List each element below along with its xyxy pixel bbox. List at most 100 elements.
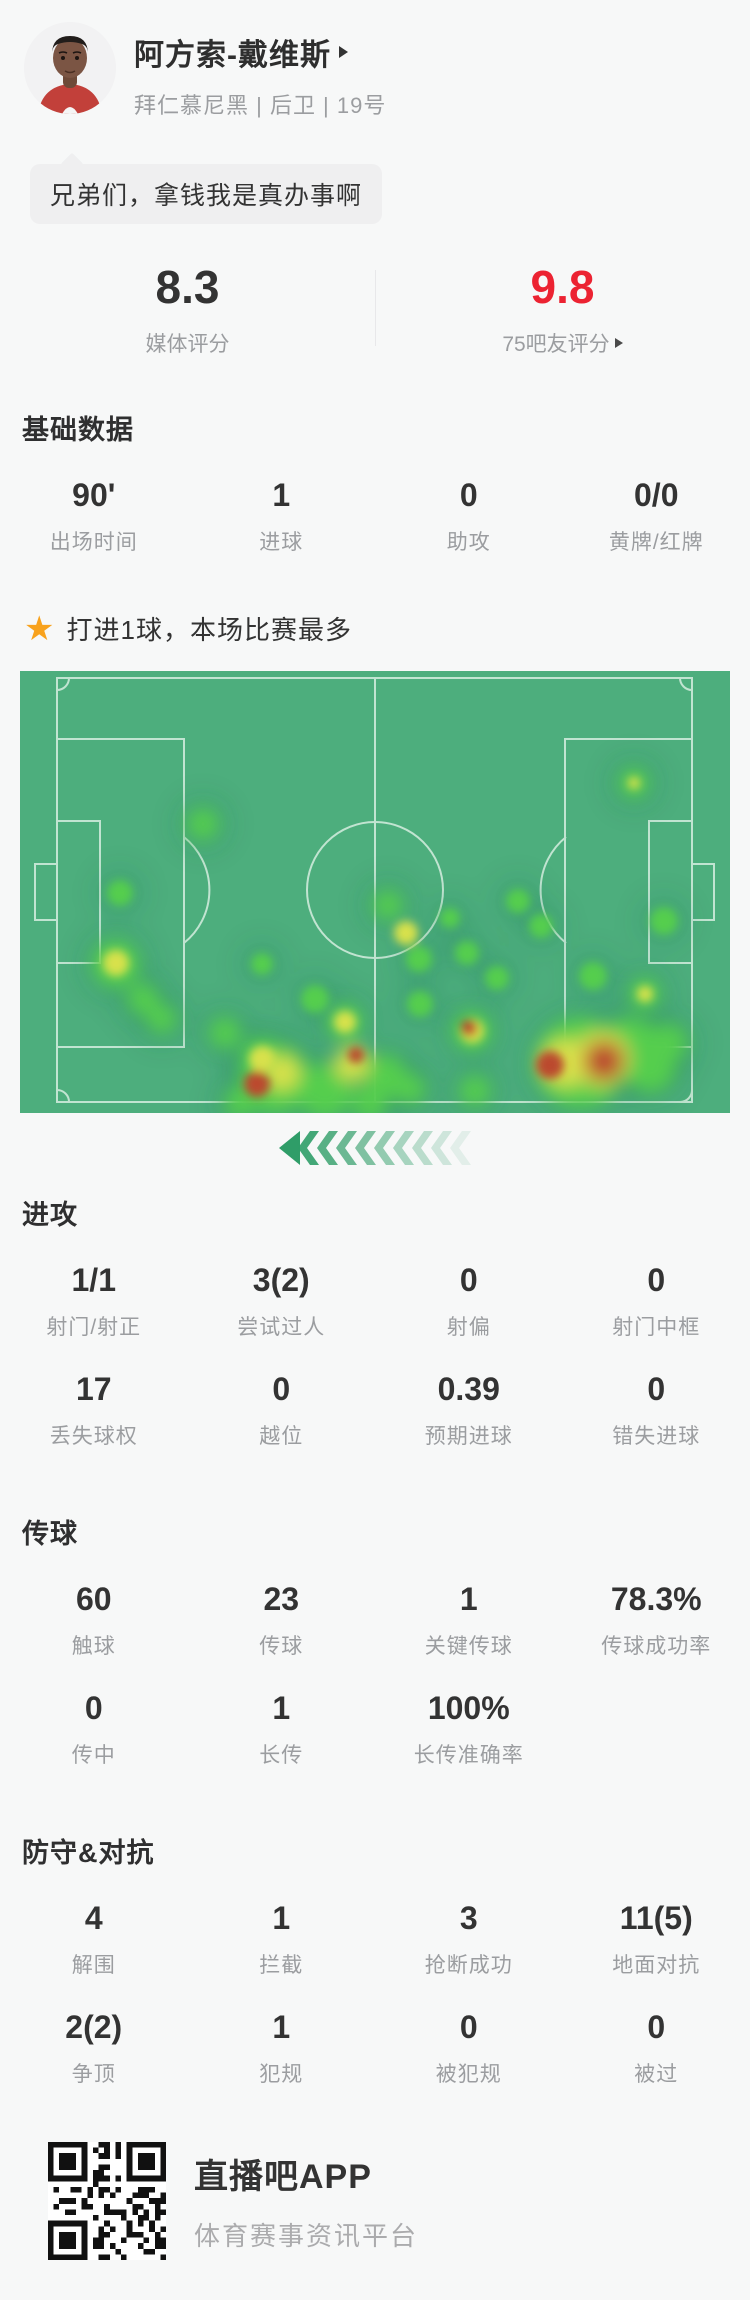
stat-value: 90' (0, 477, 188, 514)
stat-label: 射偏 (375, 1311, 563, 1341)
stat-value: 0 (0, 1690, 188, 1727)
stat-value: 0 (375, 2009, 563, 2046)
stat-cell-passes: 23 传球 (188, 1581, 376, 1660)
stat-value: 1 (188, 477, 376, 514)
stat-value: 1/1 (0, 1262, 188, 1299)
attack-stats-row-1: 1/1 射门/射正 3(2) 尝试过人 0 射偏 0 射门中框 (0, 1262, 750, 1341)
star-icon: ★ (24, 612, 54, 646)
stat-value: 0.39 (375, 1371, 563, 1408)
stat-label: 越位 (188, 1420, 376, 1450)
stat-cell-minutes: 90' 出场时间 (0, 477, 188, 556)
stat-label: 出场时间 (0, 526, 188, 556)
quote-bubble: 兄弟们，拿钱我是真办事啊 (30, 164, 382, 224)
stat-cell-pass-accuracy: 78.3% 传球成功率 (563, 1581, 750, 1660)
fan-rating[interactable]: 9.8 75吧友评分 (375, 260, 750, 358)
stat-label: 黄牌/红牌 (563, 526, 750, 556)
media-rating-value: 8.3 (0, 260, 375, 314)
section-title-attack: 进攻 (22, 1193, 750, 1232)
stat-cell-clearances: 4 解围 (0, 1900, 188, 1979)
highlight-note: ★ 打进1球，本场比赛最多 (24, 610, 750, 647)
stat-cell-fouls: 1 犯规 (188, 2009, 376, 2088)
stat-value: 1 (188, 1690, 376, 1727)
stat-value: 0 (375, 477, 563, 514)
heatmap-pitch (20, 671, 730, 1113)
stat-value: 0 (375, 1262, 563, 1299)
stat-cell-empty (563, 1690, 750, 1769)
stat-value: 1 (188, 1900, 376, 1937)
stat-value: 3 (375, 1900, 563, 1937)
ratings: 8.3 媒体评分 9.8 75吧友评分 (0, 260, 750, 358)
app-tagline: 体育赛事资讯平台 (194, 2216, 418, 2253)
stat-label: 进球 (188, 526, 376, 556)
stat-cell-offsides: 0 越位 (188, 1371, 376, 1450)
app-name: 直播吧APP (194, 2149, 418, 2198)
stat-value: 0 (563, 1262, 750, 1299)
stat-cell-touches: 60 触球 (0, 1581, 188, 1660)
stat-label: 射门中框 (563, 1311, 750, 1341)
stat-label: 丢失球权 (0, 1420, 188, 1450)
chevron-right-icon (339, 46, 348, 58)
stat-cell-tackles-won: 3 抢断成功 (375, 1900, 563, 1979)
stat-label: 预期进球 (375, 1420, 563, 1450)
stat-cell-was-fouled: 0 被犯规 (375, 2009, 563, 2088)
stat-cell-goals: 1 进球 (188, 477, 376, 556)
heatmap (20, 671, 730, 1113)
stat-label: 传中 (0, 1739, 188, 1769)
attack-direction (0, 1131, 750, 1165)
stat-label: 犯规 (188, 2058, 376, 2088)
stat-cell-cards: 0/0 黄牌/红牌 (563, 477, 750, 556)
stat-cell-key-passes: 1 关键传球 (375, 1581, 563, 1660)
passing-stats-row-1: 60 触球 23 传球 1 关键传球 78.3% 传球成功率 (0, 1581, 750, 1660)
stat-value: 0 (188, 1371, 376, 1408)
highlight-text: 打进1球，本场比赛最多 (66, 610, 351, 647)
stat-label: 尝试过人 (188, 1311, 376, 1341)
stat-value: 0 (563, 1371, 750, 1408)
stat-label: 关键传球 (375, 1630, 563, 1660)
fan-rating-value: 9.8 (375, 260, 750, 314)
media-rating-label: 媒体评分 (0, 328, 375, 358)
stat-label: 地面对抗 (563, 1949, 750, 1979)
stat-label: 长传 (188, 1739, 376, 1769)
stat-cell-woodwork: 0 射门中框 (563, 1262, 750, 1341)
stat-value: 2(2) (0, 2009, 188, 2046)
stat-value: 0/0 (563, 477, 750, 514)
qr-code (48, 2142, 166, 2260)
stat-cell-ground-duels: 11(5) 地面对抗 (563, 1900, 750, 1979)
attack-direction-chevrons-icon (279, 1131, 471, 1165)
section-title-passing: 传球 (22, 1512, 750, 1551)
chevron-right-icon (615, 338, 623, 348)
stat-label: 争顶 (0, 2058, 188, 2088)
stat-label: 触球 (0, 1630, 188, 1660)
header-text: 阿方索-戴维斯 拜仁慕尼黑 | 后卫 | 19号 (134, 22, 386, 120)
player-name: 阿方索-戴维斯 (134, 30, 331, 74)
stat-cell-shots-off: 0 射偏 (375, 1262, 563, 1341)
stat-label: 被犯规 (375, 2058, 563, 2088)
stat-cell-big-chances-missed: 0 错失进球 (563, 1371, 750, 1450)
header: 阿方索-戴维斯 拜仁慕尼黑 | 后卫 | 19号 (0, 0, 750, 120)
stat-value: 11(5) (563, 1900, 750, 1937)
stat-cell-shots: 1/1 射门/射正 (0, 1262, 188, 1341)
fan-rating-label-text: 75吧友评分 (502, 328, 609, 358)
stat-value: 60 (0, 1581, 188, 1618)
stat-label: 拦截 (188, 1949, 376, 1979)
defense-stats-row-1: 4 解围 1 拦截 3 抢断成功 11(5) 地面对抗 (0, 1900, 750, 1979)
passing-stats-row-2: 0 传中 1 长传 100% 长传准确率 (0, 1690, 750, 1769)
player-avatar[interactable] (24, 22, 116, 114)
stat-value: 78.3% (563, 1581, 750, 1618)
footer-text: 直播吧APP 体育赛事资讯平台 (194, 2149, 418, 2253)
ratings-divider (375, 270, 376, 346)
player-avatar-image (24, 22, 116, 114)
stat-cell-long-ball-accuracy: 100% 长传准确率 (375, 1690, 563, 1769)
attack-stats-row-2: 17 丢失球权 0 越位 0.39 预期进球 0 错失进球 (0, 1371, 750, 1450)
basic-stats-row: 90' 出场时间 1 进球 0 助攻 0/0 黄牌/红牌 (0, 477, 750, 556)
quote-text: 兄弟们，拿钱我是真办事啊 (50, 182, 362, 210)
player-name-row[interactable]: 阿方索-戴维斯 (134, 30, 386, 74)
stat-label: 解围 (0, 1949, 188, 1979)
stat-label: 射门/射正 (0, 1311, 188, 1341)
stat-label: 被过 (563, 2058, 750, 2088)
stat-label: 抢断成功 (375, 1949, 563, 1979)
defense-stats-row-2: 2(2) 争顶 1 犯规 0 被犯规 0 被过 (0, 2009, 750, 2088)
stat-cell-long-balls: 1 长传 (188, 1690, 376, 1769)
stat-cell-xg: 0.39 预期进球 (375, 1371, 563, 1450)
stat-cell-dribbled-past: 0 被过 (563, 2009, 750, 2088)
